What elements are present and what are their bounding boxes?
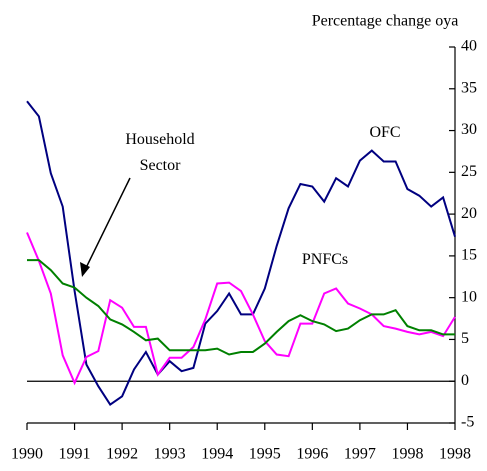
x-tick-label: 1997 [344, 446, 376, 463]
series-label: PNFCs [301, 251, 349, 268]
y-axis-label: Percentage change oya [312, 13, 459, 30]
series-label: Household Sector [125, 131, 195, 174]
y-tick-label: -5 [461, 414, 474, 431]
series-line [26, 100, 456, 407]
y-tick-label: 10 [461, 288, 477, 305]
y-tick-label: 15 [461, 247, 477, 264]
y-tick-label: 25 [461, 163, 477, 180]
y-tick-label: 5 [461, 330, 469, 347]
y-tick-label: 20 [461, 205, 477, 222]
arrow-head [80, 262, 90, 277]
y-tick-label: 40 [461, 38, 477, 55]
x-tick-label: 1994 [201, 446, 233, 463]
x-tick-label: 1995 [249, 446, 281, 463]
x-tick-label: 1992 [106, 446, 138, 463]
x-tick-label: 1996 [296, 446, 328, 463]
y-tick-label: 0 [461, 372, 469, 389]
series-line [27, 259, 455, 356]
series-line [26, 232, 456, 386]
y-tick-label: 30 [461, 121, 477, 138]
annotation-arrow [83, 177, 131, 273]
x-tick-label: 1998 [391, 446, 423, 463]
x-tick-label: 1990 [11, 446, 43, 463]
x-tick-label: 1993 [154, 446, 186, 463]
series-label: OFC [369, 124, 401, 141]
x-tick-label: 1991 [59, 446, 91, 463]
x-tick-label: 1998 [439, 446, 471, 463]
y-tick-label: 35 [461, 79, 477, 96]
